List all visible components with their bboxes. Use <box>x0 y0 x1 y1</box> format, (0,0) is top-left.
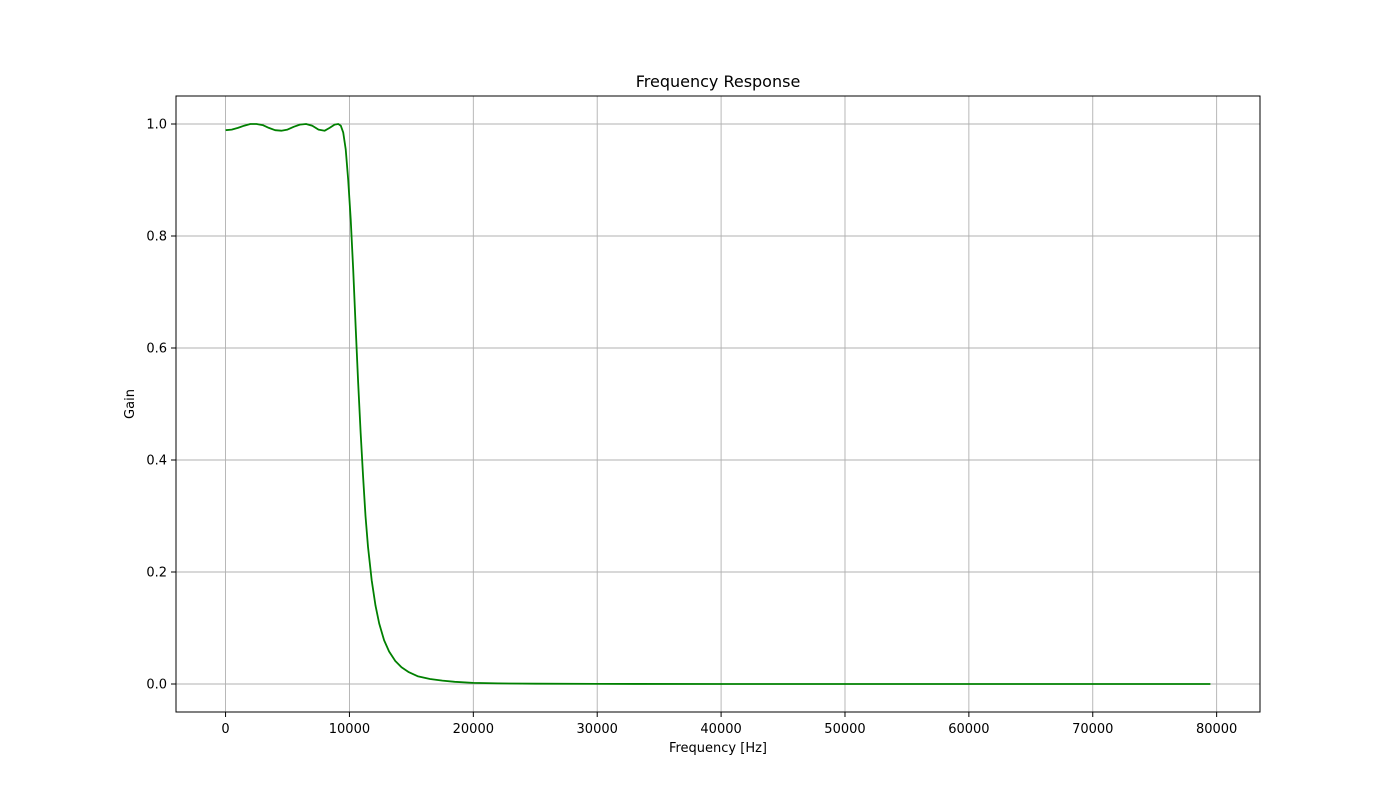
series-layer <box>225 123 1211 685</box>
x-axis: 0 10000 20000 30000 40000 50000 60000 70000 8000… <box>221 712 1237 737</box>
x-tick-label: 60000 <box>948 722 989 737</box>
x-tick-label: 30000 <box>577 722 618 737</box>
y-axis-label: Gain <box>123 389 138 419</box>
plot-frame <box>175 95 1261 713</box>
y-tick-label: 1.0 <box>146 118 167 133</box>
x-tick-label: 70000 <box>1072 722 1113 737</box>
x-tick-label: 0 <box>221 722 229 737</box>
y-tick-label: 0.8 <box>146 230 167 245</box>
x-tick-label: 80000 <box>1196 722 1237 737</box>
gain-series-line <box>225 123 1211 685</box>
x-tick-label: 10000 <box>329 722 370 737</box>
chart-title: Frequency Response <box>636 72 801 91</box>
x-tick-label: 20000 <box>453 722 494 737</box>
x-tick-label: 40000 <box>700 722 741 737</box>
y-tick-label: 0.0 <box>146 678 167 693</box>
x-tick-label: 50000 <box>824 722 865 737</box>
y-tick-label: 0.2 <box>146 566 167 581</box>
y-tick-label: 0.4 <box>146 454 167 469</box>
y-tick-label: 0.6 <box>146 342 167 357</box>
x-axis-label: Frequency [Hz] <box>669 741 767 756</box>
y-axis: 0.0 0.2 0.4 0.6 0.8 1.0 <box>146 118 176 693</box>
